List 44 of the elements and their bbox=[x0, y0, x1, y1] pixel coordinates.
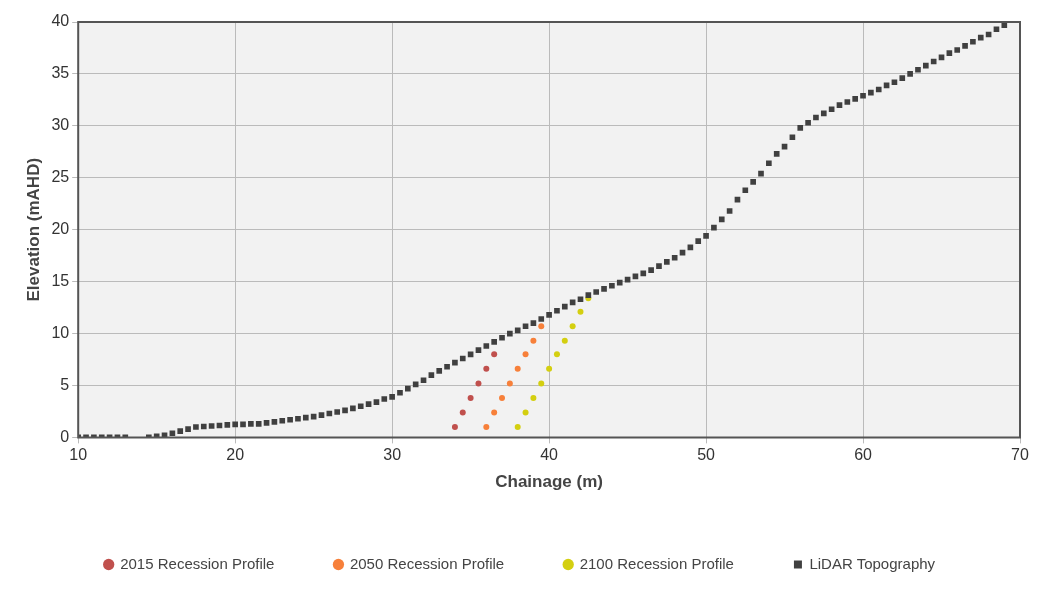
point bbox=[530, 394, 537, 401]
point bbox=[561, 337, 568, 344]
point bbox=[569, 323, 576, 330]
y-tick-label: 0 bbox=[60, 427, 70, 445]
point bbox=[538, 323, 545, 330]
point bbox=[577, 308, 584, 315]
point bbox=[530, 337, 537, 344]
point bbox=[491, 409, 498, 416]
point bbox=[522, 351, 529, 358]
point bbox=[514, 424, 521, 431]
point bbox=[483, 424, 490, 431]
x-tick-label: 30 bbox=[383, 446, 402, 464]
point bbox=[491, 351, 498, 358]
legend-label: 2050 Recession Profile bbox=[349, 554, 505, 572]
legend-label: 2100 Recession Profile bbox=[579, 554, 734, 572]
y-tick-label: 20 bbox=[51, 220, 70, 238]
point bbox=[499, 394, 506, 401]
point bbox=[522, 409, 529, 416]
x-tick-label: 70 bbox=[1011, 446, 1029, 464]
point bbox=[459, 409, 466, 416]
y-tick-label: 10 bbox=[51, 323, 70, 341]
y-tick-label: 35 bbox=[51, 64, 70, 82]
point bbox=[546, 365, 553, 372]
y-axis-title: Elevation (mAHD) bbox=[23, 157, 43, 302]
point bbox=[514, 365, 521, 372]
point bbox=[538, 380, 545, 387]
legend-label: 2015 Recession Profile bbox=[120, 554, 275, 572]
point bbox=[451, 424, 458, 431]
y-tick-label: 25 bbox=[51, 168, 70, 186]
point bbox=[553, 351, 560, 358]
point bbox=[475, 380, 482, 387]
x-tick-label: 50 bbox=[697, 446, 716, 464]
x-tick-label: 20 bbox=[226, 446, 245, 464]
y-tick-label: 5 bbox=[60, 375, 70, 393]
legend-label: LiDAR Topography bbox=[809, 554, 936, 572]
x-axis-title: Chainage (m) bbox=[495, 472, 603, 492]
point bbox=[467, 394, 474, 401]
y-tick-label: 30 bbox=[51, 116, 70, 134]
point bbox=[506, 380, 513, 387]
y-tick-label: 40 bbox=[51, 12, 70, 30]
point bbox=[483, 365, 490, 372]
y-tick-label: 15 bbox=[51, 272, 70, 290]
x-tick-label: 60 bbox=[854, 446, 873, 464]
x-tick-label: 40 bbox=[540, 446, 559, 464]
